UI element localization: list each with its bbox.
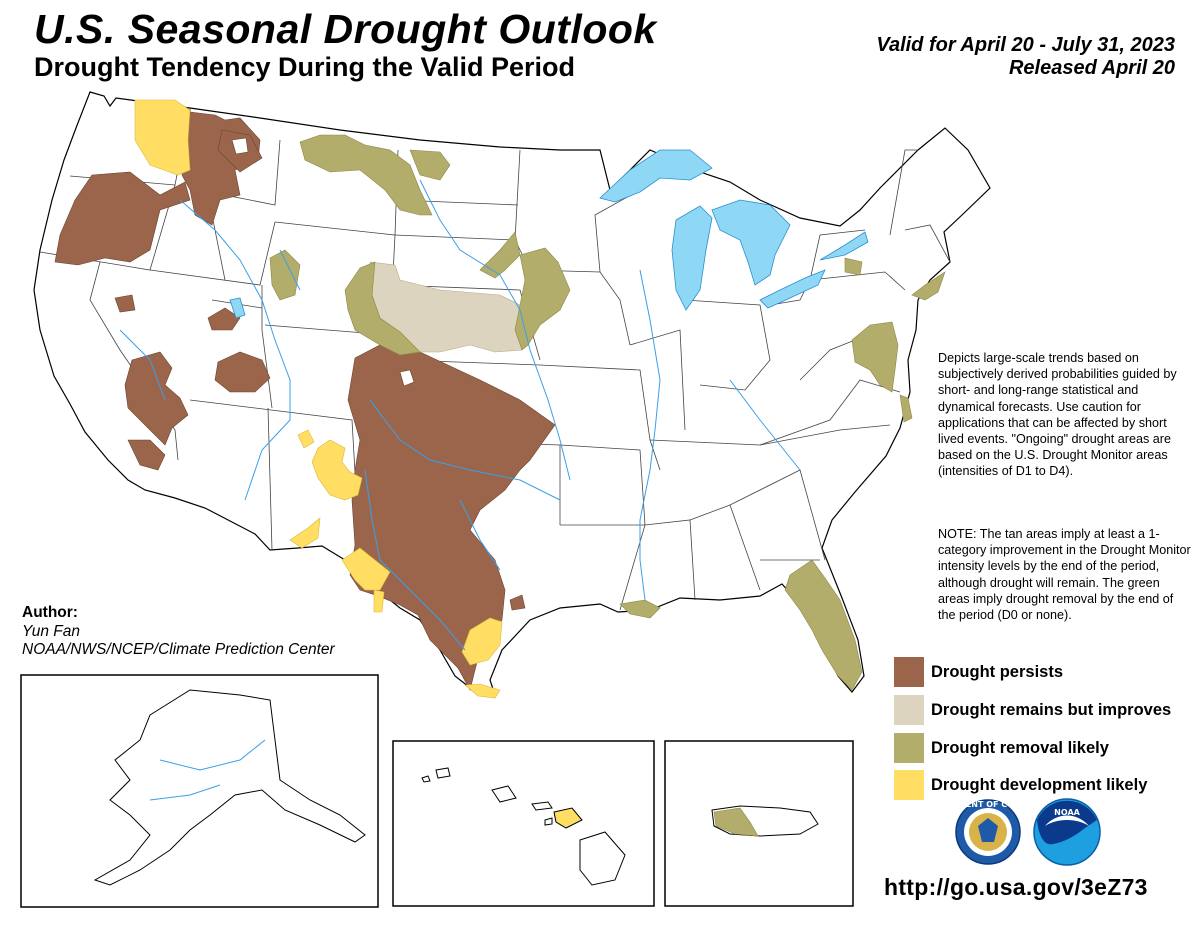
outlook-url-link[interactable]: http://go.usa.gov/3eZ73 <box>884 874 1148 900</box>
valid-period: Valid for April 20 - July 31, 2023 <box>876 34 1175 56</box>
legend-swatch-improves <box>894 695 924 725</box>
page-subtitle: Drought Tendency During the Valid Period <box>34 52 576 82</box>
legend-item-development: Drought development likely <box>894 770 1147 800</box>
author-label: Author: <box>22 604 78 621</box>
author-block: Author: Yun Fan NOAA/NWS/NCEP/Climate Pr… <box>22 604 335 660</box>
author-name: Yun Fan <box>22 622 81 640</box>
great-lakes <box>229 149 869 319</box>
hawaii-inset <box>392 740 655 907</box>
description-note: Depicts large-scale trends based on subj… <box>938 351 1177 479</box>
puerto-rico-inset <box>664 740 854 907</box>
page-title: U.S. Seasonal Drought Outlook <box>34 6 657 52</box>
alaska-inset <box>20 674 379 908</box>
legend-swatch-development <box>894 770 924 800</box>
drought-persists-areas <box>54 111 556 691</box>
noaa-logo-text: NOAA <box>1054 808 1080 817</box>
legend-item-removal: Drought removal likely <box>894 733 1109 763</box>
author-organization: NOAA/NWS/NCEP/Climate Prediction Center <box>22 641 335 658</box>
drought-development-areas <box>134 99 503 699</box>
seal-text: DEPARTMENT OF COMMERCE <box>923 800 1053 809</box>
release-date: Released April 20 <box>1008 57 1175 79</box>
legend-swatch-persists <box>894 657 924 687</box>
rivers <box>119 179 801 651</box>
legend-swatch-removal <box>894 733 924 763</box>
legend-item-improves: Drought remains but improves <box>894 695 1171 725</box>
legend-label-improves: Drought remains but improves <box>931 700 1172 719</box>
drought-removal-areas <box>269 134 946 691</box>
noaa-logo: NOAA <box>1033 798 1101 866</box>
department-of-commerce-seal: DEPARTMENT OF COMMERCE <box>923 799 1053 865</box>
legend-label-development: Drought development likely <box>931 775 1148 794</box>
tan-areas-note: NOTE: The tan areas imply at least a 1-c… <box>938 527 1191 623</box>
legend-label-persists: Drought persists <box>931 662 1064 681</box>
legend-item-persists: Drought persists <box>894 657 1063 687</box>
legend-label-removal: Drought removal likely <box>931 738 1109 757</box>
alaska-shape <box>93 689 366 886</box>
